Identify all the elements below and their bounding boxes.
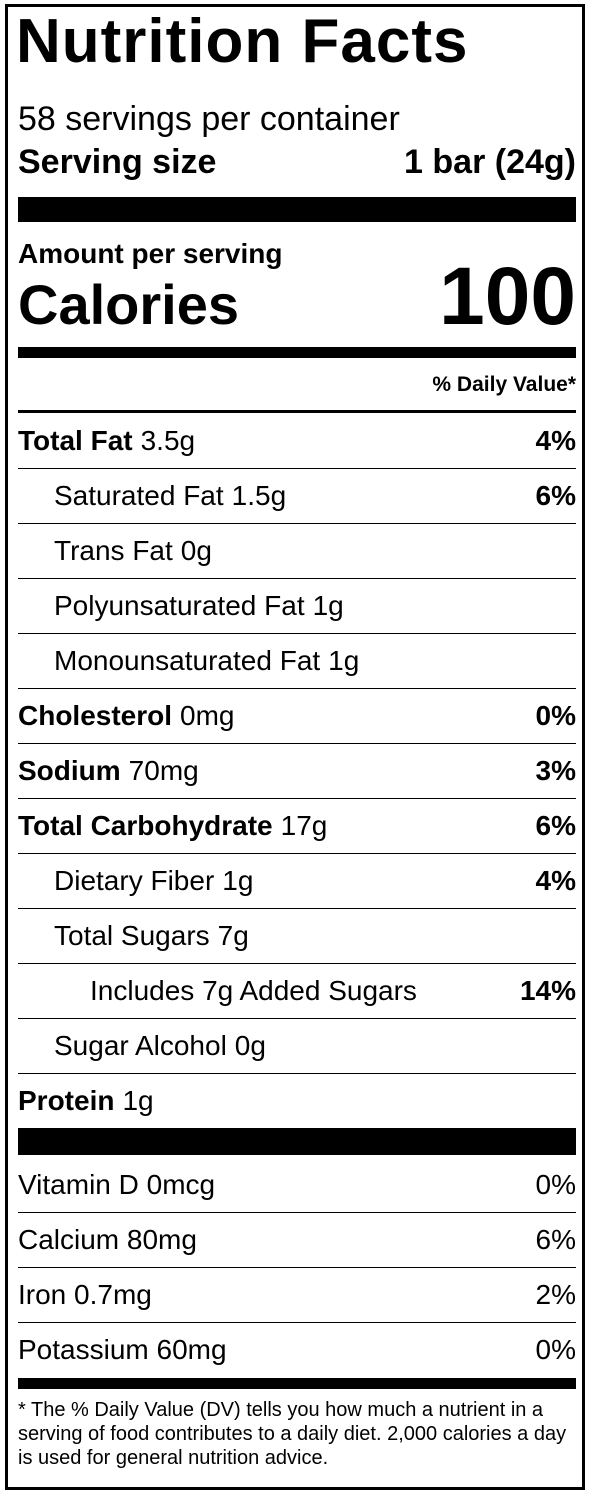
nutrient-row: Sodium 70mg 3% (18, 743, 576, 798)
nutrient-amount: 3.5g (140, 424, 196, 456)
daily-value: 6% (535, 810, 576, 841)
nutrient-amount: 17g (280, 810, 328, 841)
nutrient-name: Sodium (18, 755, 121, 786)
nutrient-name: Total Carbohydrate (18, 810, 273, 841)
nutrient-name: Dietary Fiber (54, 865, 215, 896)
daily-value: 0% (535, 700, 576, 731)
label-frame (5, 4, 585, 1490)
nutrient-name: Protein (18, 1085, 115, 1116)
nutrient-amount: 0g (180, 535, 212, 566)
nutrient-amount: 1g (312, 590, 344, 621)
nutrient-amount: 0mg (180, 700, 235, 731)
vitamin-name: Potassium 60mg (18, 1334, 227, 1365)
vitamin-row: Potassium 60mg 0% (18, 1322, 576, 1377)
daily-value: 6% (535, 1224, 576, 1255)
nutrient-name: Total Fat (18, 424, 133, 456)
nutrient-row: Cholesterol 0mg 0% (18, 688, 576, 743)
nutrient-row: Trans Fat 0g (18, 523, 576, 578)
calories-value: 100 (439, 251, 576, 342)
vitamin-row: Iron 0.7mg 2% (18, 1267, 576, 1322)
nutrient-row: Total Sugars 7g (18, 908, 576, 963)
daily-value: 0% (535, 1168, 576, 1200)
divider (18, 410, 576, 413)
daily-value: 4% (535, 424, 576, 456)
daily-value: 4% (535, 865, 576, 896)
nutrient-row: Dietary Fiber 1g 4% (18, 853, 576, 908)
vitamin-name: Calcium 80mg (18, 1224, 197, 1255)
nutrient-name: Saturated Fat (54, 480, 224, 511)
title: Nutrition Facts (16, 7, 469, 76)
vitamin-name: Vitamin D 0mcg (18, 1168, 216, 1200)
nutrient-row: Total Fat 3.5g 4% (18, 413, 576, 468)
nutrient-amount: 1g (328, 645, 360, 676)
nutrient-row: Polyunsaturated Fat 1g (18, 578, 576, 633)
daily-value: 6% (535, 480, 576, 511)
daily-value: 2% (535, 1279, 576, 1310)
servings: 58 servings per container (18, 100, 400, 138)
nutrient-name: Includes 7g Added Sugars (90, 975, 417, 1006)
vitamin-row: Vitamin D 0mcg 0% (18, 1157, 576, 1212)
nutrient-row: Monounsaturated Fat 1g (18, 633, 576, 688)
nutrient-amount: 1.5g (231, 480, 287, 511)
nutrient-row: Protein 1g (18, 1073, 576, 1128)
calories-label: Calories (18, 273, 239, 336)
nutrient-row: Total Carbohydrate 17g 6% (18, 798, 576, 853)
vitamin-name: Iron 0.7mg (18, 1279, 152, 1310)
nutrient-amount: 0g (234, 1030, 266, 1061)
nutrient-row: Includes 7g Added Sugars 14% (18, 963, 576, 1018)
nutrient-amount: 70mg (128, 755, 199, 786)
nutrient-name: Sugar Alcohol (54, 1030, 227, 1061)
nutrient-amount: 1g (122, 1085, 154, 1116)
divider (18, 1378, 576, 1389)
daily-value-header: % Daily Value* (432, 373, 576, 396)
nutrient-row: Saturated Fat 1.5g 6% (18, 468, 576, 523)
divider (18, 1128, 576, 1155)
daily-value: 14% (519, 975, 576, 1006)
footnote: * The % Daily Value (DV) tells you how m… (18, 1399, 567, 1469)
divider (18, 197, 576, 222)
daily-value: 3% (535, 755, 576, 786)
amount-label: Amount per serving (18, 238, 283, 269)
nutrient-name: Cholesterol (18, 700, 173, 731)
divider (18, 347, 576, 358)
nutrient-amount: 1g (222, 865, 254, 896)
nutrient-amount: 7g (217, 920, 249, 951)
daily-value: 0% (535, 1334, 576, 1365)
vitamin-row: Calcium 80mg 6% (18, 1212, 576, 1267)
nutrient-name: Total Sugars (54, 920, 210, 951)
nutrient-name: Monounsaturated Fat (54, 645, 321, 676)
nutrient-name: Polyunsaturated Fat (54, 590, 305, 621)
nutrient-name: Trans Fat (54, 535, 173, 566)
serving-size-label: Serving size (18, 143, 217, 181)
serving-size-value: 1 bar (24g) (404, 143, 576, 181)
nutrient-row: Sugar Alcohol 0g (18, 1018, 576, 1073)
